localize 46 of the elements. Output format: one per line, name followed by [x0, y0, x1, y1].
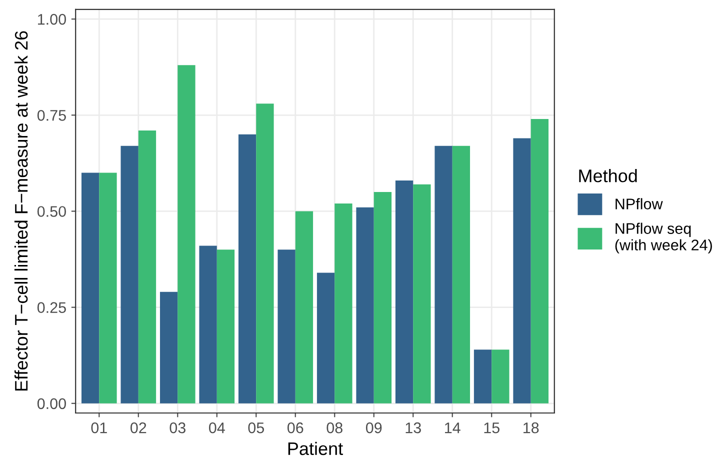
x-axis-title: Patient — [288, 442, 343, 456]
bar — [513, 138, 531, 404]
bar — [492, 350, 510, 404]
x-tick-label: 05 — [248, 422, 264, 434]
x-tick-label: 15 — [484, 422, 500, 434]
bar — [374, 192, 392, 404]
bar — [256, 104, 274, 404]
x-tick-label: 08 — [326, 422, 342, 434]
y-tick-label: 0.25 — [37, 302, 66, 313]
y-tick-label: 1.00 — [38, 14, 66, 25]
bar — [395, 180, 414, 404]
x-tick-label: 04 — [208, 422, 225, 434]
x-tick-label: 13 — [406, 422, 421, 434]
bar — [334, 204, 352, 404]
bar — [474, 350, 492, 404]
legend-label: NPflow seq (with week 24) — [615, 222, 712, 254]
legend-label: NPflow — [616, 198, 663, 210]
y-tick-label: 0.00 — [37, 398, 66, 410]
y-tick-label: 0.75 — [37, 110, 66, 121]
bar — [316, 272, 335, 404]
x-tick-label: 02 — [130, 422, 146, 434]
x-tick-label: 09 — [366, 422, 382, 434]
bar — [199, 246, 217, 404]
bar — [434, 146, 452, 404]
x-tick-label: 03 — [170, 422, 186, 434]
bar — [120, 146, 138, 404]
bar — [138, 130, 156, 404]
bar — [530, 118, 549, 404]
x-tick-label: 18 — [524, 422, 539, 434]
bar — [356, 207, 374, 404]
x-tick-label: 14 — [445, 422, 460, 434]
bar — [295, 211, 314, 404]
bar — [81, 172, 100, 404]
bar — [238, 134, 256, 404]
legend-title: Method — [579, 169, 637, 182]
x-tick-label: 06 — [287, 422, 304, 434]
bar — [99, 172, 117, 404]
y-tick-label: 0.50 — [37, 206, 66, 217]
bar — [452, 146, 470, 404]
bar — [278, 250, 296, 404]
y-axis-title: Effector T−cell limited F−measure at week 26 — [14, 31, 28, 391]
bar — [413, 184, 431, 404]
x-tick-label: 01 — [91, 422, 107, 434]
bar — [178, 65, 196, 404]
bar — [160, 292, 178, 404]
bar — [216, 250, 235, 404]
